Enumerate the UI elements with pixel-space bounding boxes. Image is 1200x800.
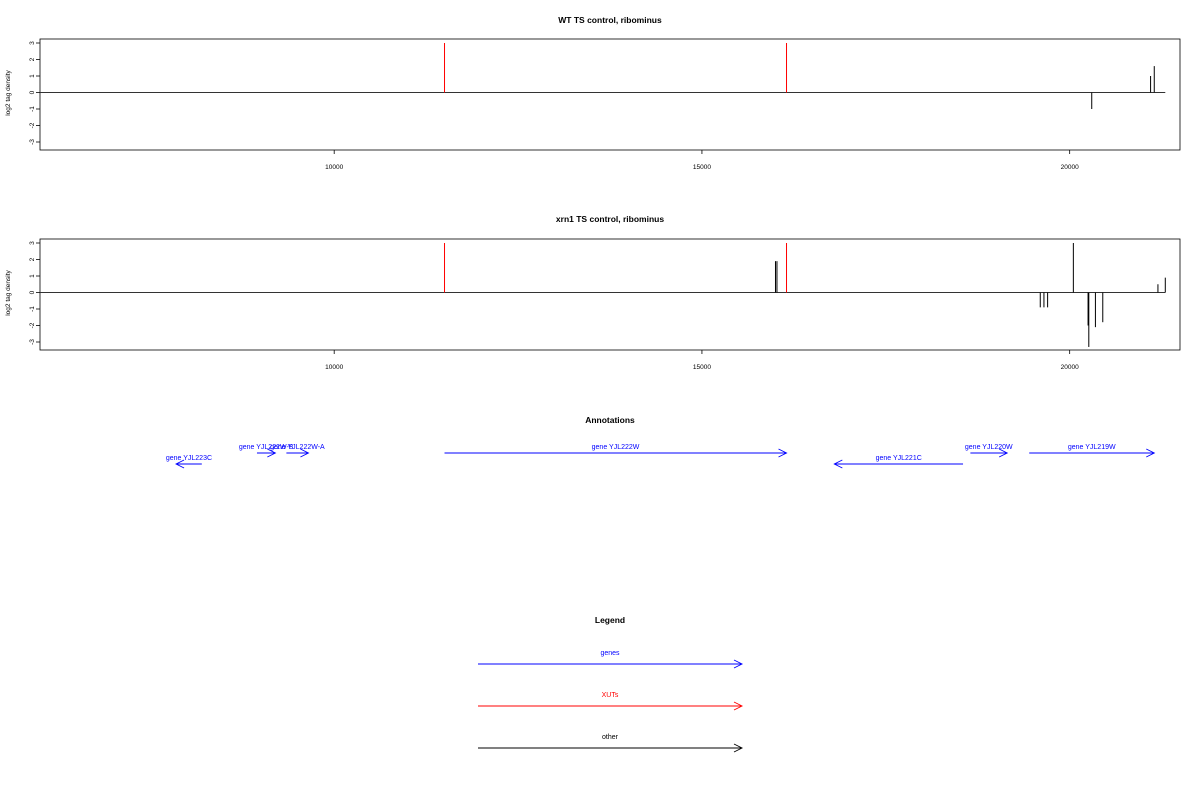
gene-label: gene YJL222W-A: [270, 444, 325, 451]
gene-arrow-head: [300, 448, 310, 458]
wt-y-tick-label: 0: [29, 90, 36, 94]
xrn1-y-tick-label: 1: [29, 274, 36, 278]
wt-y-tick-label: 3: [29, 41, 36, 45]
wt-x-tick-label: 20000: [1061, 164, 1079, 171]
xrn1-x-tick-label: 15000: [693, 364, 711, 371]
xrn1-y-tick-label: 0: [29, 290, 36, 294]
gene-arrow-head: [833, 459, 843, 469]
wt-x-tick-label: 10000: [325, 164, 343, 171]
wt-y-axis-label: log2 tag density: [5, 69, 12, 115]
gene-label: gene YJL222W-B: [239, 444, 294, 451]
gene-label: gene YJL222W: [592, 444, 640, 451]
xrn1-plot-frame: [39, 238, 1181, 351]
gene-arrow-head: [998, 448, 1009, 458]
gene-label: gene YJL221C: [876, 455, 922, 462]
legend-item-arrow-head: [733, 659, 744, 669]
wt-y-tick-label: -2: [29, 122, 36, 128]
xrn1-y-tick-label: -1: [29, 306, 36, 312]
annotations-title: Annotations: [585, 415, 635, 425]
wt-track-title: WT TS control, ribominus: [558, 15, 662, 25]
legend-item-label: XUTs: [602, 692, 619, 699]
gene-arrow-head: [267, 448, 277, 458]
legend-item-label: other: [602, 734, 619, 741]
wt-y-tick-label: 2: [29, 57, 36, 61]
gene-arrow-head: [175, 459, 185, 469]
xrn1-x-tick-label: 10000: [325, 364, 343, 371]
wt-plot-frame: [39, 38, 1181, 151]
legend-title: Legend: [595, 615, 625, 625]
legend-item-arrow-head: [733, 743, 744, 753]
gene-label: gene YJL223C: [166, 455, 212, 462]
gene-arrow-head: [778, 448, 788, 458]
wt-y-tick-label: -1: [29, 106, 36, 112]
gene-label: gene YJL219W: [1068, 444, 1116, 451]
xrn1-track-title: xrn1 TS control, ribominus: [556, 214, 664, 224]
xrn1-y-tick-label: 3: [29, 241, 36, 245]
xrn1-track-panel: xrn1 TS control, ribominus log2 tag dens…: [5, 214, 1181, 371]
gene-arrow-head: [1146, 448, 1156, 458]
xrn1-x-tick-label: 20000: [1061, 364, 1079, 371]
wt-y-tick-label: 1: [29, 74, 36, 78]
xrn1-y-tick-label: -2: [29, 322, 36, 328]
xrn1-y-tick-label: -3: [29, 339, 36, 345]
legend-item-arrow-head: [733, 701, 744, 711]
wt-track-panel: WT TS control, ribominus log2 tag densit…: [5, 15, 1181, 171]
wt-x-tick-label: 15000: [693, 164, 711, 171]
xrn1-y-tick-label: 2: [29, 257, 36, 261]
gene-label: gene YJL220W: [965, 444, 1013, 451]
legend-panel: Legend genes XUTs other: [478, 615, 744, 753]
legend-item-label: genes: [600, 650, 620, 657]
wt-y-tick-label: -3: [29, 139, 36, 145]
xrn1-y-axis-label: log2 tag density: [5, 269, 12, 315]
